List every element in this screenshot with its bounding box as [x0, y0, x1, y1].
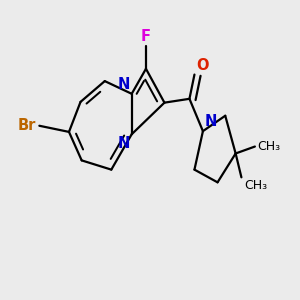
Text: CH₃: CH₃: [258, 140, 281, 153]
Text: N: N: [118, 136, 130, 151]
Text: F: F: [141, 29, 151, 44]
Text: N: N: [118, 77, 130, 92]
Text: CH₃: CH₃: [244, 179, 267, 192]
Text: N: N: [205, 114, 217, 129]
Text: Br: Br: [17, 118, 36, 133]
Text: O: O: [196, 58, 209, 73]
